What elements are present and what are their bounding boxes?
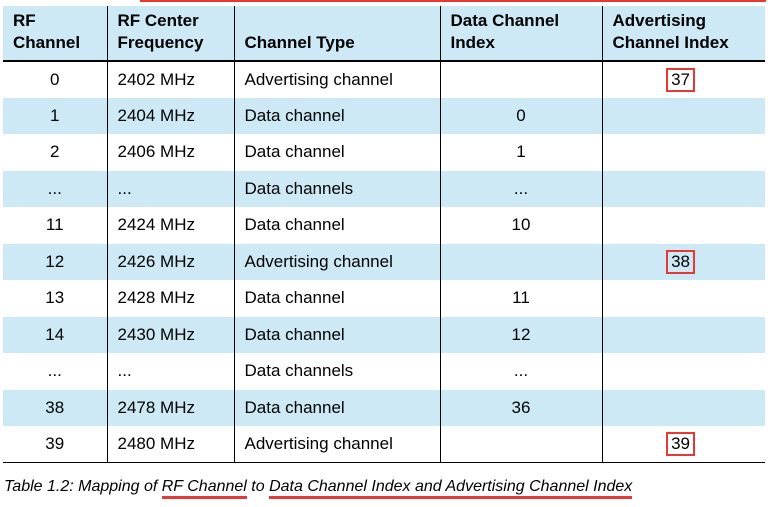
header-rf-center-frequency: RF Center Frequency — [107, 6, 235, 61]
caption-term-rf-channel: RF Channel — [161, 478, 247, 499]
cell-advertising-channel-index — [602, 97, 765, 134]
header-rf-channel: RF Channel — [3, 6, 108, 61]
cell-rf-center-frequency: ... — [107, 353, 235, 390]
cell-advertising-channel-index: 38 — [602, 243, 765, 280]
cell-rf-channel: 1 — [3, 97, 108, 134]
cell-advertising-channel-index — [602, 170, 765, 207]
advertising-index-highlight: 38 — [666, 249, 695, 274]
cell-data-channel-index: ... — [440, 353, 603, 390]
rf-channel-table: RF Channel RF Center Frequency Channel T… — [3, 6, 765, 463]
cell-rf-channel: 11 — [3, 207, 108, 244]
cell-data-channel-index — [440, 426, 603, 463]
table-caption: Table 1.2: Mapping of RF Channel to Data… — [4, 478, 633, 499]
advertising-index-highlight: 37 — [666, 67, 695, 92]
cell-rf-center-frequency: 2480 MHz — [107, 426, 235, 463]
cell-channel-type: Data channels — [234, 353, 441, 390]
header-advertising-channel-index: Advertising Channel Index — [602, 6, 765, 61]
advertising-index-highlight: 39 — [666, 432, 695, 456]
cell-advertising-channel-index — [602, 207, 765, 244]
table-row: ...... Data channels... — [3, 170, 765, 207]
cell-rf-center-frequency: ... — [107, 170, 235, 207]
cell-data-channel-index: 10 — [440, 207, 603, 244]
table-header-row: RF Channel RF Center Frequency Channel T… — [3, 6, 765, 61]
table-row: 1 2404 MHz Data channel 0 — [3, 97, 765, 134]
cell-channel-type: Data channel — [234, 207, 441, 244]
cell-advertising-channel-index: 39 — [602, 426, 765, 463]
top-red-line — [140, 0, 766, 2]
cell-channel-type: Advertising channel — [234, 243, 441, 280]
cell-data-channel-index: ... — [440, 170, 603, 207]
cell-rf-channel: 38 — [3, 389, 108, 426]
cell-data-channel-index — [440, 61, 603, 98]
cell-rf-center-frequency: 2402 MHz — [107, 61, 235, 98]
cell-data-channel-index — [440, 243, 603, 280]
table-row: ...... Data channels... — [3, 353, 765, 390]
cell-advertising-channel-index — [602, 389, 765, 426]
header-data-channel-index: Data Channel Index — [440, 6, 603, 61]
table-row: 12 2426 MHz Advertising channel 38 — [3, 243, 765, 280]
cell-rf-channel: 13 — [3, 280, 108, 317]
cell-rf-center-frequency: 2426 MHz — [107, 243, 235, 280]
caption-middle: to — [246, 478, 270, 495]
cell-rf-channel: 12 — [3, 243, 108, 280]
header-channel-type: Channel Type — [234, 6, 441, 61]
cell-channel-type: Advertising channel — [234, 426, 441, 463]
table-row: 38 2478 MHz Data channel 36 — [3, 389, 765, 426]
cell-rf-channel: ... — [3, 170, 108, 207]
cell-rf-channel: ... — [3, 353, 108, 390]
cell-rf-channel: 14 — [3, 316, 108, 353]
table-row: 11 2424 MHz Data channel 10 — [3, 207, 765, 244]
cell-rf-center-frequency: 2430 MHz — [107, 316, 235, 353]
caption-term-indexes: Data Channel Index and Advertising Chann… — [269, 478, 633, 499]
cell-data-channel-index: 36 — [440, 389, 603, 426]
cell-channel-type: Data channel — [234, 280, 441, 317]
table-row: 2 2406 MHz Data channel 1 — [3, 134, 765, 171]
cell-channel-type: Data channel — [234, 389, 441, 426]
cell-rf-center-frequency: 2406 MHz — [107, 134, 235, 171]
cell-advertising-channel-index — [602, 280, 765, 317]
cell-rf-channel: 39 — [3, 426, 108, 463]
cell-rf-channel: 0 — [3, 61, 108, 98]
table-row: 14 2430 MHz Data channel 12 — [3, 316, 765, 353]
cell-rf-center-frequency: 2424 MHz — [107, 207, 235, 244]
cell-rf-center-frequency: 2478 MHz — [107, 389, 235, 426]
table-row: 0 2402 MHz Advertising channel 37 — [3, 61, 765, 98]
cell-channel-type: Data channel — [234, 97, 441, 134]
cell-advertising-channel-index — [602, 353, 765, 390]
cell-advertising-channel-index — [602, 316, 765, 353]
cell-data-channel-index: 12 — [440, 316, 603, 353]
cell-channel-type: Data channel — [234, 316, 441, 353]
cell-data-channel-index: 1 — [440, 134, 603, 171]
cell-data-channel-index: 11 — [440, 280, 603, 317]
cell-rf-center-frequency: 2404 MHz — [107, 97, 235, 134]
cell-advertising-channel-index — [602, 134, 765, 171]
caption-prefix: Table 1.2: Mapping of — [4, 478, 162, 495]
table-row: 13 2428 MHz Data channel 11 — [3, 280, 765, 317]
cell-rf-channel: 2 — [3, 134, 108, 171]
table-row: 39 2480 MHz Advertising channel 39 — [3, 426, 765, 463]
cell-advertising-channel-index: 37 — [602, 61, 765, 98]
cell-rf-center-frequency: 2428 MHz — [107, 280, 235, 317]
cell-channel-type: Advertising channel — [234, 61, 441, 98]
cell-data-channel-index: 0 — [440, 97, 603, 134]
cell-channel-type: Data channels — [234, 170, 441, 207]
cell-channel-type: Data channel — [234, 134, 441, 171]
